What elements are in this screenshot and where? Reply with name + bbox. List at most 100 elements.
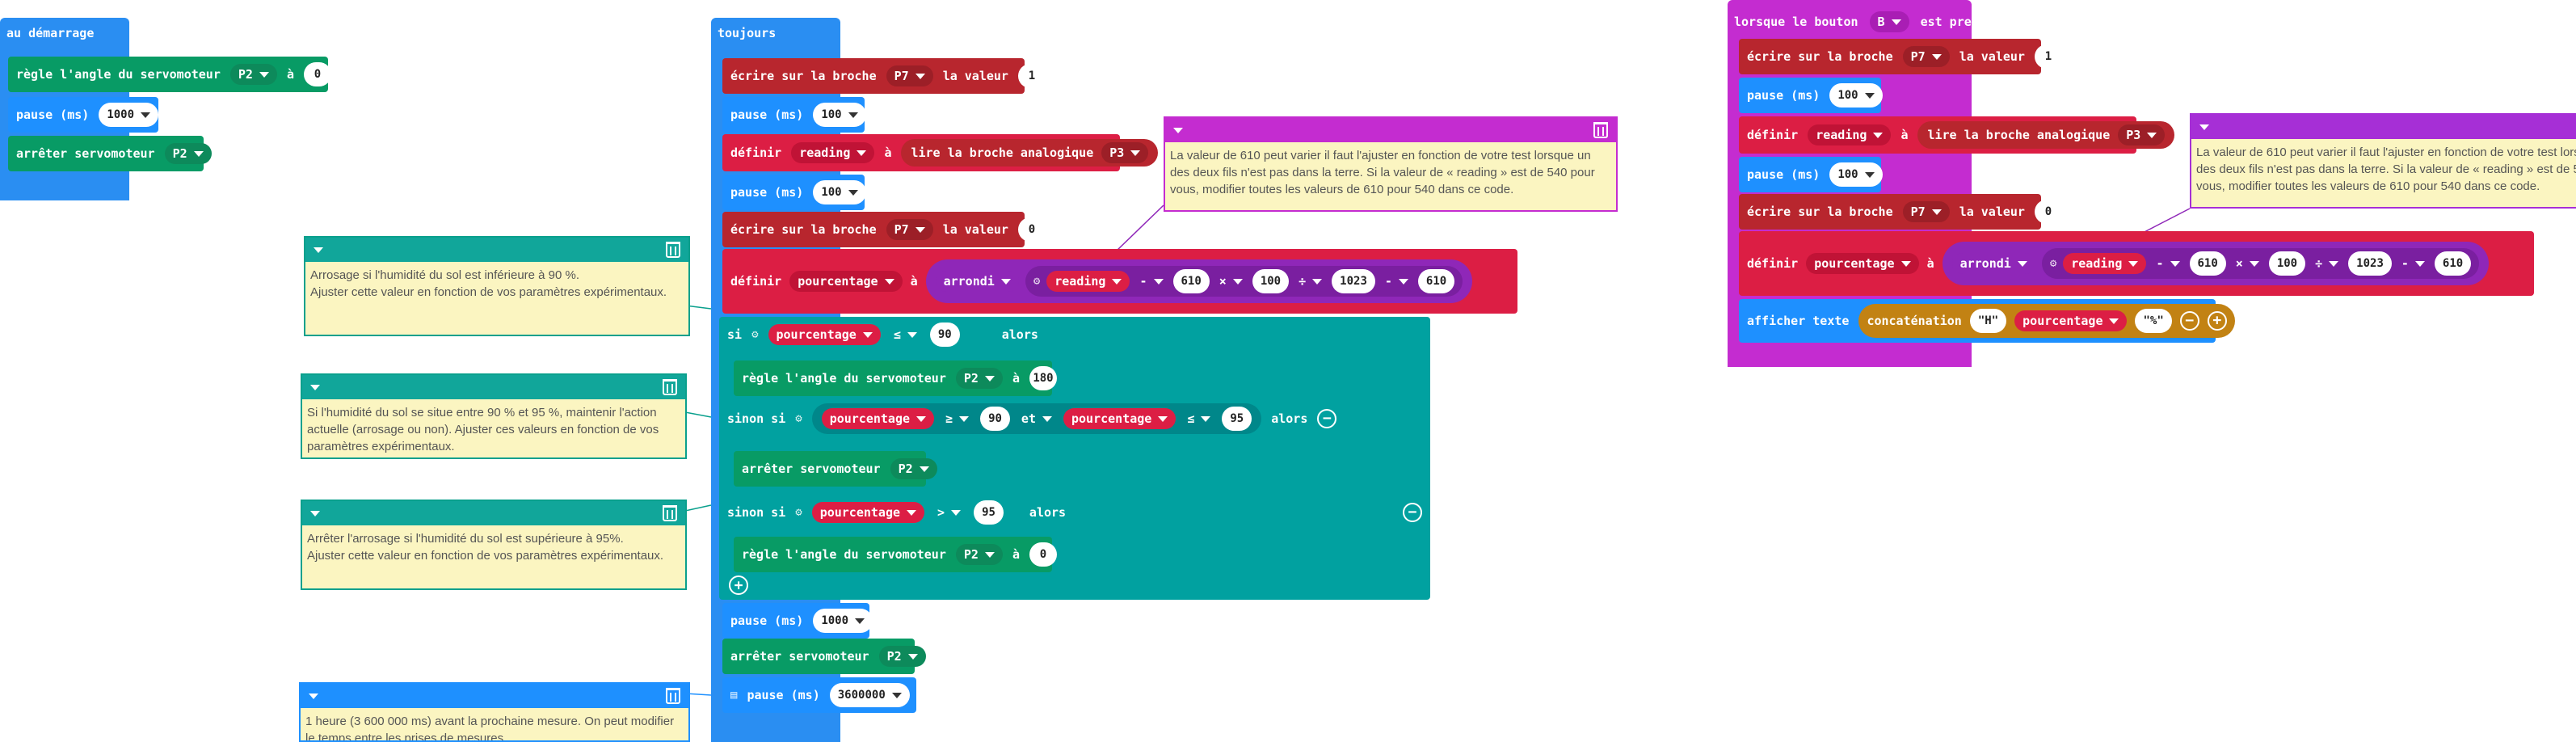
delete-icon[interactable] xyxy=(663,505,677,521)
angle-input[interactable]: 0 xyxy=(1029,542,1057,567)
gear-icon[interactable]: ⚙ xyxy=(1033,275,1041,288)
variable-dropdown[interactable]: reading xyxy=(1808,124,1892,145)
variable-pourcentage[interactable]: pourcentage xyxy=(768,324,881,345)
and-block[interactable]: pourcentage ≥ 90 et pourcentage ≤ 95 xyxy=(811,403,1262,434)
pause-block[interactable]: pause (ms) 100 xyxy=(722,97,866,133)
angle-input[interactable]: 0 xyxy=(303,62,331,86)
comment-box[interactable]: Arrêter l'arrosage si l'humidité du sol … xyxy=(301,500,687,590)
number-input[interactable]: 90 xyxy=(980,407,1010,431)
comment-header[interactable] xyxy=(2191,115,2576,139)
gear-icon[interactable]: ⚙ xyxy=(751,328,759,341)
comment-header[interactable] xyxy=(302,501,685,525)
set-pourcentage-block[interactable]: définir pourcentage à arrondi ⚙ reading … xyxy=(1739,231,2534,296)
operator-dropdown[interactable]: ÷ xyxy=(1295,271,1325,292)
number-input[interactable]: 610 xyxy=(2434,251,2472,276)
pin-dropdown[interactable]: P2 xyxy=(955,544,1003,565)
variable-pourcentage[interactable]: pourcentage xyxy=(821,408,935,429)
operator-dropdown[interactable]: - xyxy=(2153,253,2182,274)
collapse-icon[interactable] xyxy=(1173,127,1183,133)
comparison-dropdown[interactable]: ≥ xyxy=(942,408,972,429)
round-dropdown[interactable]: arrondi xyxy=(1951,253,2035,274)
pause-value-dropdown[interactable]: 3600000 xyxy=(829,683,910,707)
pause-block[interactable]: ▤ pause (ms) 3600000 xyxy=(722,677,916,713)
number-input[interactable]: 610 xyxy=(1417,269,1455,293)
pause-block[interactable]: pause (ms) 100 xyxy=(1739,78,1883,113)
pause-block[interactable]: pause (ms) 1000 xyxy=(722,603,873,639)
number-input[interactable]: 610 xyxy=(1172,269,1210,293)
pin-dropdown[interactable]: P3 xyxy=(2118,124,2166,145)
pin-dropdown[interactable]: P3 xyxy=(1101,142,1149,163)
number-input[interactable]: 100 xyxy=(2268,251,2306,276)
add-item-icon[interactable]: + xyxy=(2207,311,2227,331)
gear-icon[interactable]: ⚙ xyxy=(795,412,802,425)
pin-dropdown[interactable]: P2 xyxy=(229,64,277,85)
pin-dropdown[interactable]: P7 xyxy=(1902,201,1950,222)
comparison-dropdown[interactable]: > xyxy=(934,502,964,523)
pin-dropdown[interactable]: P2 xyxy=(890,458,937,479)
collapse-icon[interactable] xyxy=(310,510,320,516)
servo-angle-block[interactable]: règle l'angle du servomoteur P2 à 180 xyxy=(734,360,1057,396)
servo-stop-block[interactable]: arrêter servomoteur P2 xyxy=(8,136,212,171)
set-pourcentage-block[interactable]: définir pourcentage à arrondi ⚙ reading … xyxy=(722,249,1517,314)
number-input[interactable]: 90 xyxy=(929,323,960,347)
comment-box[interactable]: Si l'humidité du sol se situe entre 90 %… xyxy=(301,373,687,459)
string-input[interactable]: "H" xyxy=(1969,309,2007,333)
comment-text[interactable]: Arrêter l'arrosage si l'humidité du sol … xyxy=(307,532,664,563)
collapse-icon[interactable] xyxy=(2199,124,2209,130)
pin-dropdown[interactable]: P2 xyxy=(164,143,212,164)
operator-dropdown[interactable]: × xyxy=(2233,253,2262,274)
value-input[interactable]: 0 xyxy=(2034,200,2062,224)
comment-text[interactable]: 1 heure (3 600 000 ms) avant la prochain… xyxy=(305,715,675,742)
value-input[interactable]: 0 xyxy=(1017,217,1046,242)
servo-stop-block[interactable]: arrêter servomoteur P2 xyxy=(734,451,937,487)
arithmetic-block[interactable]: ⚙ reading - 610 × 100 ÷ 1023 - 610 xyxy=(2041,248,2480,279)
variable-reading[interactable]: reading xyxy=(2063,253,2147,274)
servo-stop-block[interactable]: arrêter servomoteur P2 xyxy=(722,639,926,674)
gear-icon[interactable]: ⚙ xyxy=(795,506,802,519)
variable-reading[interactable]: reading xyxy=(1046,271,1130,292)
comment-header[interactable] xyxy=(302,375,685,399)
pause-block[interactable]: pause (ms) 100 xyxy=(722,175,866,210)
remove-branch-icon[interactable]: − xyxy=(1317,409,1337,428)
if-header[interactable]: si ⚙ pourcentage ≤ 90 alors xyxy=(719,317,1430,352)
comment-text[interactable]: Arrosage si l'humidité du sol est inféri… xyxy=(310,268,667,299)
servo-angle-block[interactable]: règle l'angle du servomoteur P2 à 0 xyxy=(8,57,349,92)
arithmetic-block[interactable]: ⚙ reading - 610 × 100 ÷ 1023 - 610 xyxy=(1025,266,1463,297)
collapse-icon[interactable] xyxy=(314,247,323,253)
comment-header[interactable] xyxy=(301,684,688,708)
and-dropdown[interactable]: et xyxy=(1018,408,1055,429)
pin-dropdown[interactable]: P2 xyxy=(878,646,926,667)
number-input[interactable]: 610 xyxy=(2189,251,2226,276)
operator-dropdown[interactable]: - xyxy=(1136,271,1166,292)
round-block[interactable]: arrondi ⚙ reading - 610 × 100 ÷ 1023 - 6… xyxy=(1942,242,2490,285)
comment-box[interactable]: 1 heure (3 600 000 ms) avant la prochain… xyxy=(299,682,690,742)
number-input[interactable]: 1023 xyxy=(2348,251,2392,276)
pin-dropdown[interactable]: P2 xyxy=(955,368,1003,389)
operator-dropdown[interactable]: × xyxy=(1216,271,1246,292)
delete-icon[interactable] xyxy=(1593,122,1608,138)
comment-header[interactable] xyxy=(1165,118,1616,142)
angle-input[interactable]: 180 xyxy=(1029,366,1057,390)
number-input[interactable]: 100 xyxy=(1252,269,1290,293)
value-input[interactable]: 1 xyxy=(2034,44,2062,69)
comment-box[interactable]: La valeur de 610 peut varier il faut l'a… xyxy=(1164,116,1618,212)
variable-dropdown[interactable]: reading xyxy=(791,142,875,163)
operator-dropdown[interactable]: ÷ xyxy=(2312,253,2342,274)
variable-dropdown[interactable]: pourcentage xyxy=(789,271,903,292)
number-input[interactable]: 95 xyxy=(1222,407,1252,431)
variable-pourcentage[interactable]: pourcentage xyxy=(811,502,925,523)
pause-value-dropdown[interactable]: 1000 xyxy=(813,609,873,633)
remove-branch-icon[interactable]: − xyxy=(1403,503,1422,522)
pause-value-dropdown[interactable]: 100 xyxy=(813,180,866,204)
number-input[interactable]: 1023 xyxy=(1332,269,1375,293)
delete-icon[interactable] xyxy=(666,688,680,704)
comment-box[interactable]: La valeur de 610 peut varier il faut l'a… xyxy=(2190,113,2576,209)
comment-text[interactable]: La valeur de 610 peut varier il faut l'a… xyxy=(2196,145,2576,193)
pause-block[interactable]: pause (ms) 1000 xyxy=(8,97,159,133)
pause-value-dropdown[interactable]: 100 xyxy=(1829,83,1883,108)
pause-value-dropdown[interactable]: 100 xyxy=(1829,162,1883,187)
else-if-header[interactable]: sinon si ⚙ pourcentage ≥ 90 et pourcenta… xyxy=(719,401,1430,436)
pause-value-dropdown[interactable]: 100 xyxy=(813,103,866,127)
collapse-icon[interactable] xyxy=(310,384,320,390)
set-reading-block[interactable]: définir reading à lire la broche analogi… xyxy=(1739,116,2175,154)
